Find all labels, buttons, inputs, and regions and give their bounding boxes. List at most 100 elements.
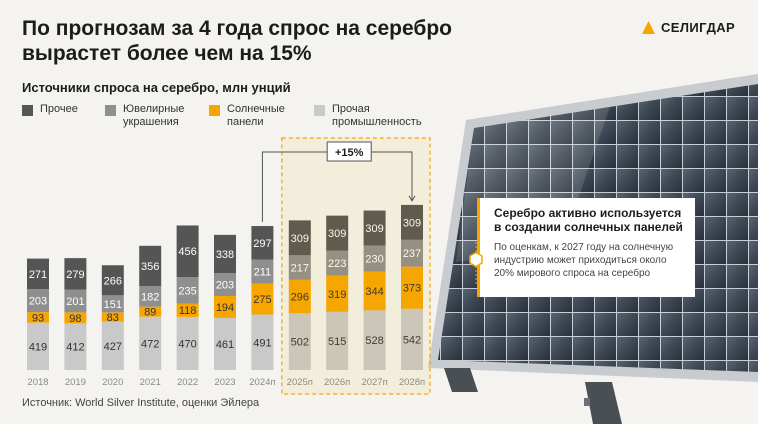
legend-label: Ювелирные украшения xyxy=(123,103,185,128)
x-tick-label: 2025п xyxy=(287,377,313,388)
bar-value-label: 211 xyxy=(254,267,272,279)
logo: СЕЛИГДАР xyxy=(641,20,735,35)
bar-segment xyxy=(101,295,124,313)
bar-segment xyxy=(27,312,49,323)
panel-bolt xyxy=(584,398,590,406)
bar-value-label: 356 xyxy=(141,261,159,273)
solar-callout: Серебро активно используется в создании … xyxy=(477,198,695,297)
bar-segment xyxy=(363,271,386,311)
x-tick-label: 2018 xyxy=(27,377,48,388)
callout-body: По оценкам, к 2027 году на солнечную инд… xyxy=(494,242,674,279)
bar-segment xyxy=(101,321,124,370)
bar-value-label: 203 xyxy=(216,280,234,292)
bar-value-label: 491 xyxy=(253,337,271,349)
bar-value-label: 237 xyxy=(403,248,421,260)
bar-value-label: 203 xyxy=(29,296,47,308)
bar-value-label: 83 xyxy=(107,312,119,324)
bar-value-label: 118 xyxy=(179,305,197,317)
bar-value-label: 427 xyxy=(104,341,122,353)
bar-segment xyxy=(401,308,423,370)
bar-segment xyxy=(214,234,236,274)
bar-value-label: 182 xyxy=(141,291,159,303)
x-tick-label: 2022 xyxy=(177,377,198,388)
bar-value-label: 151 xyxy=(104,299,122,311)
legend-item-other: Прочее xyxy=(22,103,78,116)
bar-segment xyxy=(363,210,386,246)
bar-value-label: 373 xyxy=(403,283,421,295)
bar-segment xyxy=(288,279,311,314)
legend-label: Прочее xyxy=(40,103,78,115)
bar-segment xyxy=(176,316,199,370)
legend-label: Солнечные панели xyxy=(227,103,285,128)
x-tick-label: 2027п xyxy=(361,377,387,388)
bar-segment xyxy=(251,314,274,370)
logo-icon xyxy=(642,21,655,34)
bar-value-label: 98 xyxy=(69,313,81,325)
growth-label: +15% xyxy=(335,147,364,159)
x-tick-label: 2024п xyxy=(249,377,275,388)
bar-value-label: 230 xyxy=(365,253,383,265)
callout-heading: Серебро активно используется в создании … xyxy=(494,206,683,234)
logo-text: СЕЛИГДАР xyxy=(661,20,736,35)
bar-value-label: 93 xyxy=(32,312,44,324)
bar-segment xyxy=(27,289,49,313)
bar-value-label: 412 xyxy=(66,342,84,354)
bar-segment xyxy=(363,310,386,370)
bar-value-label: 309 xyxy=(403,217,421,229)
x-tick-label: 2021 xyxy=(140,377,161,388)
legend-swatch xyxy=(22,105,33,116)
bar-segment xyxy=(401,239,423,267)
legend-item-solar: Солнечные панели xyxy=(209,103,293,129)
bar-value-label: 194 xyxy=(216,302,234,314)
bar-segment xyxy=(64,312,87,324)
forecast-highlight xyxy=(281,137,431,395)
panel-leg-right xyxy=(585,382,622,424)
bar-value-label: 542 xyxy=(403,334,421,346)
bar-value-label: 279 xyxy=(66,269,84,281)
bar-segment xyxy=(64,258,87,290)
bar-segment xyxy=(401,204,423,240)
legend-item-industry: Прочая промышленность xyxy=(314,103,444,129)
bar-segment xyxy=(64,289,87,313)
legend-swatch xyxy=(105,105,116,116)
legend-swatch xyxy=(209,105,220,116)
bar-segment xyxy=(251,283,274,315)
bar-segment xyxy=(251,226,274,260)
bar-value-label: 319 xyxy=(328,289,346,301)
bar-value-label: 472 xyxy=(141,338,159,350)
bar-value-label: 309 xyxy=(291,233,309,245)
bar-value-label: 297 xyxy=(253,238,271,250)
bar-segment xyxy=(214,273,236,296)
bar-value-label: 89 xyxy=(144,307,156,319)
bar-value-label: 201 xyxy=(66,296,84,308)
bar-segment xyxy=(176,277,199,304)
bar-value-label: 271 xyxy=(29,269,47,281)
bar-value-label: 344 xyxy=(365,286,383,298)
bar-value-label: 266 xyxy=(104,275,122,287)
bar-value-label: 235 xyxy=(178,285,196,297)
bar-value-label: 470 xyxy=(178,338,196,350)
bar-segment xyxy=(214,295,236,318)
bar-value-label: 275 xyxy=(253,294,271,306)
bar-segment xyxy=(288,313,311,370)
bar-segment xyxy=(214,317,236,370)
bar-value-label: 456 xyxy=(178,246,196,258)
bar-segment xyxy=(176,303,199,317)
bar-segment xyxy=(139,245,162,287)
x-tick-label: 2028п xyxy=(399,377,425,388)
bar-value-label: 296 xyxy=(291,292,309,304)
bar-value-label: 502 xyxy=(291,337,309,349)
bar-value-label: 515 xyxy=(328,336,346,348)
bar-value-label: 419 xyxy=(29,341,47,353)
bar-value-label: 461 xyxy=(216,339,234,351)
bar-segment xyxy=(401,266,423,309)
growth-arrowhead xyxy=(408,195,416,202)
bar-value-label: 338 xyxy=(216,249,234,261)
legend-item-jewelry: Ювелирные украшения xyxy=(105,103,189,129)
growth-badge xyxy=(326,141,372,162)
bar-value-label: 223 xyxy=(328,258,346,270)
x-tick-label: 2026п xyxy=(324,377,350,388)
bar-segment xyxy=(251,259,274,284)
legend-label: Прочая промышленность xyxy=(332,103,422,128)
